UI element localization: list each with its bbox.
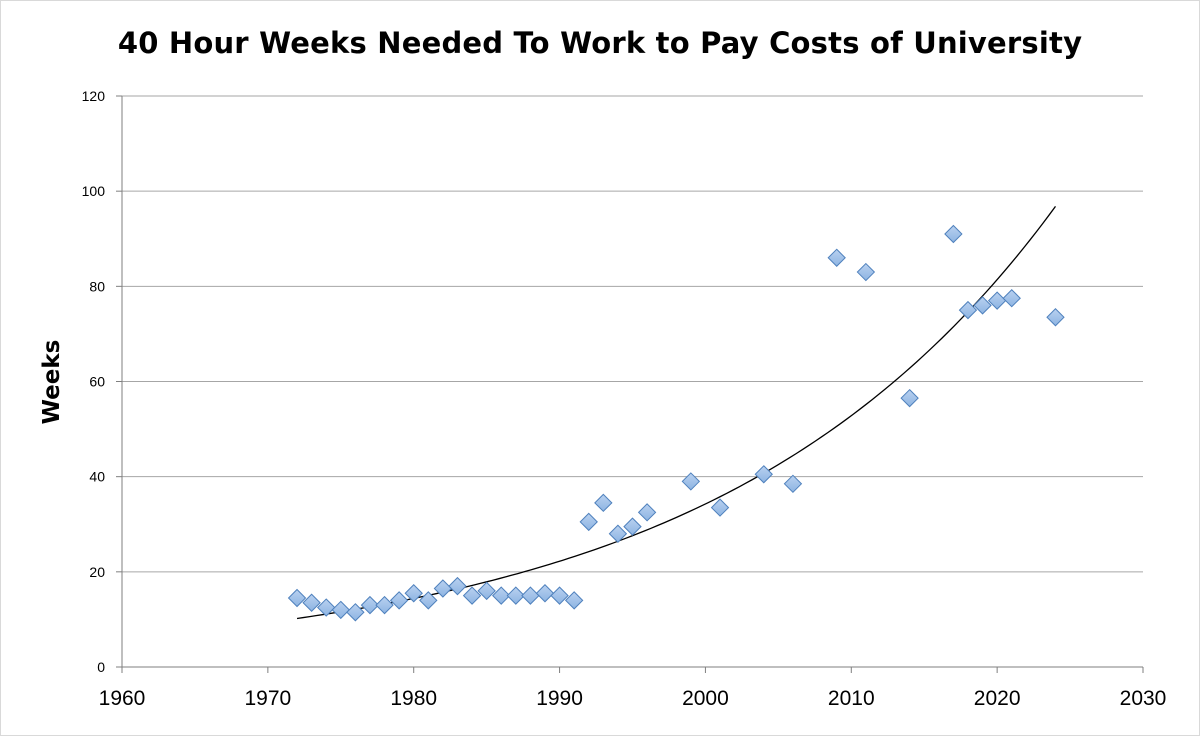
- data-point: [827, 248, 846, 267]
- data-point: [783, 474, 803, 494]
- data-point: [944, 224, 963, 244]
- y-tick-label: 60: [89, 374, 105, 390]
- data-point: [856, 262, 876, 282]
- data-point: [492, 586, 511, 605]
- data-point: [389, 591, 409, 610]
- gridlines: [122, 95, 1143, 573]
- data-point: [302, 593, 321, 612]
- y-tick-label: 20: [89, 564, 105, 580]
- data-point: [316, 598, 336, 617]
- data-point: [419, 591, 438, 610]
- data-point: [360, 595, 380, 615]
- data-point: [637, 503, 657, 522]
- data-point: [287, 588, 307, 608]
- data-point: [433, 579, 453, 598]
- x-tick-label: 2000: [682, 687, 729, 710]
- data-point: [710, 498, 730, 517]
- data-point: [448, 576, 467, 596]
- data-point: [900, 388, 919, 408]
- x-tick-label: 1970: [244, 687, 291, 710]
- data-point: [681, 472, 701, 491]
- data-point: [958, 300, 978, 320]
- y-tick-label: 0: [97, 659, 105, 675]
- data-point: [1002, 289, 1021, 308]
- y-tick-label: 100: [82, 183, 106, 199]
- data-point: [535, 584, 555, 603]
- data-point: [477, 581, 496, 601]
- data-point: [1046, 308, 1065, 327]
- data-point: [331, 600, 350, 620]
- data-point: [594, 493, 613, 513]
- data-point: [462, 586, 482, 605]
- trendline-layer: [296, 206, 1057, 620]
- data-point: [608, 524, 628, 543]
- y-tick-label: 120: [82, 88, 106, 104]
- data-point: [506, 586, 526, 605]
- y-tick-label: 80: [89, 278, 105, 294]
- data-point: [404, 584, 423, 603]
- data-point: [346, 603, 365, 622]
- data-point: [550, 586, 569, 605]
- data-points: [287, 224, 1065, 622]
- x-tick-label: 2030: [1120, 687, 1167, 710]
- data-point: [623, 517, 642, 536]
- axes: [116, 95, 1144, 673]
- data-point: [579, 512, 598, 532]
- tick-labels: 0 20 40 60 80 100 120 1960 1970 1980 1990 2000 2010 2…: [82, 88, 1167, 710]
- chart-title: 40 Hour Weeks Needed To Work to Pay Cost…: [117, 26, 1083, 60]
- trendline: [296, 206, 1057, 620]
- x-tick-label: 1960: [99, 687, 146, 710]
- data-point: [754, 465, 773, 484]
- y-tick-label: 40: [89, 469, 105, 485]
- data-point: [973, 296, 992, 315]
- data-point: [987, 291, 1007, 310]
- data-point: [564, 591, 584, 610]
- x-tick-label: 1980: [390, 687, 437, 710]
- x-tick-label: 1990: [536, 687, 583, 710]
- x-tick-label: 2020: [974, 687, 1021, 710]
- x-tick-label: 2010: [828, 687, 875, 710]
- data-point: [521, 586, 540, 605]
- data-point: [375, 595, 394, 615]
